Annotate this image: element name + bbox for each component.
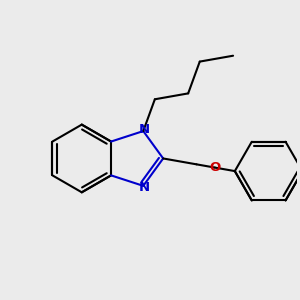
Text: O: O bbox=[209, 161, 220, 174]
Text: N: N bbox=[138, 123, 149, 136]
Text: N: N bbox=[138, 181, 149, 194]
